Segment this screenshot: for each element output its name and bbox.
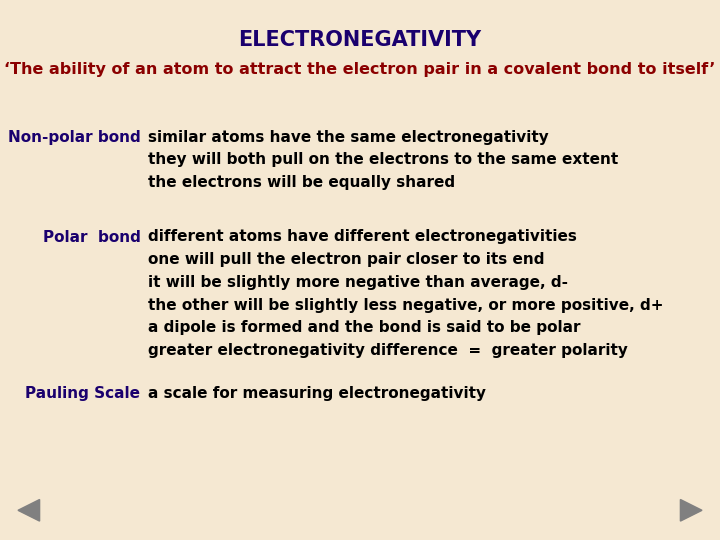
Text: Non-polar bond: Non-polar bond (8, 130, 140, 145)
Text: similar atoms have the same electronegativity: similar atoms have the same electronegat… (148, 130, 549, 145)
Text: Polar  bond: Polar bond (42, 230, 140, 245)
Text: the electrons will be equally shared: the electrons will be equally shared (148, 175, 455, 190)
Text: one will pull the electron pair closer to its end: one will pull the electron pair closer t… (148, 252, 544, 267)
Text: different atoms have different electronegativities: different atoms have different electrone… (148, 230, 577, 245)
Polygon shape (18, 500, 40, 521)
Text: ELECTRONEGATIVITY: ELECTRONEGATIVITY (238, 30, 482, 50)
Text: a scale for measuring electronegativity: a scale for measuring electronegativity (148, 386, 485, 401)
Text: the other will be slightly less negative, or more positive, d+: the other will be slightly less negative… (148, 298, 663, 313)
Text: ‘The ability of an atom to attract the electron pair in a covalent bond to itsel: ‘The ability of an atom to attract the e… (4, 62, 716, 77)
Text: greater electronegativity difference  =  greater polarity: greater electronegativity difference = g… (148, 343, 627, 358)
Text: it will be slightly more negative than average, d-: it will be slightly more negative than a… (148, 275, 567, 290)
Text: Pauling Scale: Pauling Scale (25, 386, 140, 401)
Text: they will both pull on the electrons to the same extent: they will both pull on the electrons to … (148, 152, 618, 167)
Text: a dipole is formed and the bond is said to be polar: a dipole is formed and the bond is said … (148, 320, 580, 335)
Polygon shape (680, 500, 702, 521)
